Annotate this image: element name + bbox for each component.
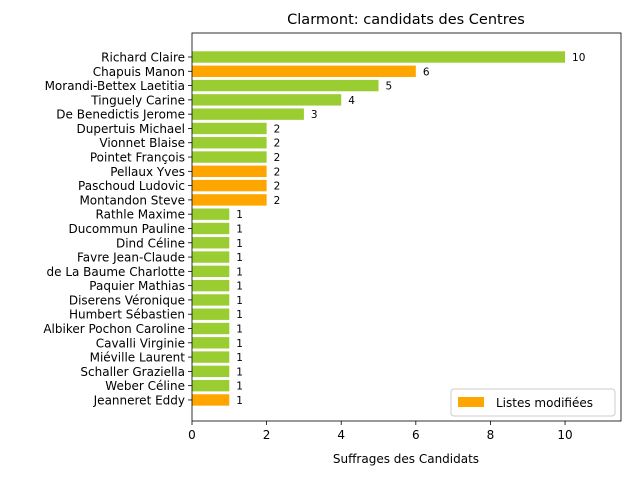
data-label: 1 (236, 281, 243, 293)
y-tick-label: Rathle Maxime (96, 208, 185, 222)
data-label: 1 (236, 352, 243, 364)
legend: Listes modifiées (450, 388, 616, 417)
data-label: 1 (236, 252, 243, 264)
y-tick-label: Miéville Laurent (90, 351, 186, 365)
legend-label-modified: Listes modifiées (496, 396, 593, 410)
chart-title: Clarmont: candidats des Centres (287, 12, 525, 28)
bar (192, 222, 230, 235)
data-label: 3 (311, 109, 318, 121)
bar (192, 237, 230, 249)
y-tick-label: Pointet François (90, 151, 185, 165)
y-tick-label: Montandon Steve (79, 193, 185, 207)
bar (192, 108, 304, 120)
bar (192, 322, 230, 335)
y-tick-label: Vionnet Blaise (99, 136, 185, 150)
y-tick-label: Ducommun Pauline (68, 222, 185, 236)
y-tick-label: Morandi-Bettex Laetitia (45, 79, 185, 93)
data-label: 2 (274, 152, 281, 164)
bar (192, 351, 230, 363)
data-label: 1 (236, 238, 243, 250)
y-tick-label: Diserens Véronique (69, 293, 185, 307)
data-label: 4 (348, 95, 355, 107)
y-tick-label: Albiker Pochon Caroline (43, 322, 185, 336)
y-tick-label: Dind Céline (116, 236, 185, 250)
data-label: 5 (386, 81, 393, 93)
legend-swatch-modified (458, 397, 484, 407)
bar (192, 137, 267, 149)
y-tick-label: Favre Jean-Claude (77, 251, 185, 265)
bar (192, 394, 230, 406)
y-tick-label: Tinguely Carine (90, 93, 185, 107)
bar (192, 379, 230, 392)
data-label: 1 (236, 209, 243, 221)
data-label: 2 (274, 138, 281, 150)
bar (192, 308, 230, 320)
y-tick-label: Paquier Mathias (89, 279, 185, 293)
data-label: 1 (236, 324, 243, 336)
y-tick-label: Richard Claire (101, 51, 185, 65)
y-tick-label: Paschoud Ludovic (78, 179, 185, 193)
bar (192, 279, 230, 292)
y-tick-label: Pellaux Yves (110, 165, 185, 179)
bar (192, 208, 230, 220)
x-tick-label: 4 (337, 428, 345, 442)
data-label: 1 (236, 309, 243, 321)
bar (192, 337, 230, 349)
bar (192, 151, 267, 163)
data-label: 2 (274, 195, 281, 207)
x-tick-label: 0 (188, 428, 196, 442)
data-label: 2 (274, 166, 281, 178)
y-tick-label: Schaller Graziella (80, 365, 185, 379)
x-tick-label: 10 (557, 428, 572, 442)
data-label: 1 (236, 366, 243, 378)
data-label: 1 (236, 338, 243, 350)
bar (192, 122, 267, 135)
x-tick-label: 6 (412, 428, 420, 442)
bar (192, 265, 230, 278)
y-tick-label: Jeanneret Eddy (93, 393, 185, 407)
data-label: 1 (236, 223, 243, 235)
data-label: 1 (236, 266, 243, 278)
bar (192, 79, 379, 92)
y-tick-label: Weber Céline (105, 379, 185, 393)
data-label: 6 (423, 66, 430, 78)
bar (192, 365, 230, 378)
y-tick-label: De Benedictis Jerome (56, 108, 185, 122)
data-label: 10 (572, 52, 585, 64)
bar (192, 251, 230, 263)
bar (192, 165, 267, 178)
legend-frame (450, 388, 616, 417)
data-label: 1 (236, 295, 243, 307)
y-tick-label: Chapuis Manon (93, 65, 185, 79)
bar (192, 294, 230, 306)
data-label: 2 (274, 123, 281, 135)
y-tick-label: Humbert Sébastien (69, 308, 185, 322)
bar (192, 194, 267, 206)
bar (192, 51, 566, 63)
x-tick-label: 8 (487, 428, 495, 442)
bar (192, 65, 416, 77)
data-label: 2 (274, 181, 281, 193)
y-tick-label: de La Baume Charlotte (47, 265, 186, 279)
y-tick-label: Cavalli Virginie (96, 336, 185, 350)
x-tick-label: 2 (263, 428, 271, 442)
y-tick-label: Dupertuis Michael (77, 122, 185, 136)
bar (192, 94, 342, 106)
bar (192, 179, 267, 192)
data-label: 1 (236, 395, 243, 407)
data-label: 1 (236, 381, 243, 393)
plot-frame (191, 32, 622, 422)
x-axis-label: Suffrages des Candidats (333, 452, 479, 466)
